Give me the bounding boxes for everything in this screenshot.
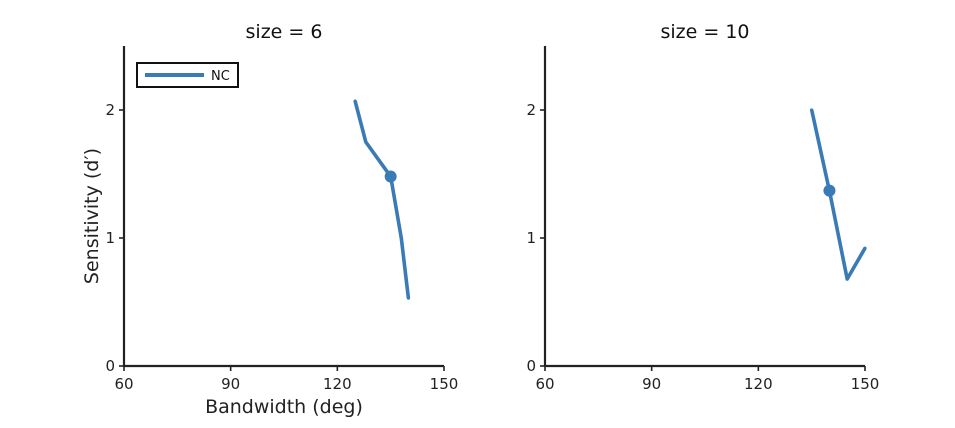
data-point <box>353 99 357 103</box>
x-tick-label: 120 <box>744 375 773 393</box>
x-tick-label: 120 <box>323 375 352 393</box>
y-tick-label: 2 <box>526 101 536 119</box>
panel-2: size = 10 60 90 120 150 0 1 2 <box>526 21 879 393</box>
panel-1: size = 6 60 90 120 150 0 1 2 Bandwidth (deg) Sens… <box>81 21 458 418</box>
data-point <box>863 246 867 250</box>
x-tick-label: 60 <box>535 375 554 393</box>
data-point <box>810 108 814 112</box>
x-tick-label: 150 <box>851 375 880 393</box>
x-axis-label: Bandwidth (deg) <box>205 396 363 418</box>
highlight-marker <box>823 184 836 197</box>
chart-title: size = 6 <box>246 21 323 43</box>
data-point <box>845 277 849 281</box>
data-point <box>364 140 368 144</box>
y-axis-label: Sensitivity (d′) <box>81 148 103 284</box>
series-line <box>809 109 867 281</box>
legend: NC <box>136 62 239 88</box>
x-tick-label: 60 <box>114 375 133 393</box>
x-tick-label: 150 <box>430 375 459 393</box>
y-tick-label: 2 <box>105 101 115 119</box>
data-point <box>406 296 411 300</box>
legend-label: NC <box>211 69 230 84</box>
highlight-marker <box>384 170 397 183</box>
x-tick-label: 90 <box>221 375 240 393</box>
series-line <box>353 100 411 299</box>
y-tick-label: 0 <box>526 357 536 375</box>
y-tick-label: 0 <box>105 357 115 375</box>
x-tick-label: 90 <box>642 375 661 393</box>
y-tick-label: 1 <box>526 229 536 247</box>
data-point <box>399 236 403 240</box>
y-tick-label: 1 <box>105 229 115 247</box>
chart-title: size = 10 <box>660 21 749 43</box>
